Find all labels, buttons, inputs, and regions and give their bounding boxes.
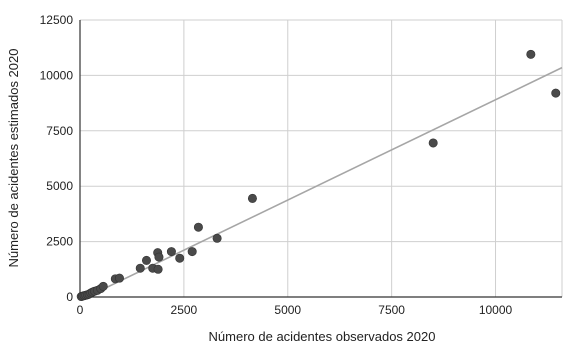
data-point (526, 49, 536, 59)
trendline-layer (86, 66, 563, 298)
data-point (193, 222, 203, 232)
x-tick-label: 2500 (171, 303, 198, 317)
data-point (212, 233, 222, 243)
y-tick-label: 10000 (40, 68, 74, 82)
data-point (135, 263, 145, 273)
data-point (175, 253, 185, 263)
x-axis-title: Número de acidentes observados 2020 (209, 329, 436, 344)
data-point (247, 193, 257, 203)
data-points (76, 49, 561, 302)
y-tick-label: 12500 (40, 13, 74, 27)
grid-lines (80, 19, 563, 297)
y-tick-label: 5000 (46, 179, 73, 193)
y-tick-label: 2500 (46, 235, 73, 249)
data-point (428, 138, 438, 148)
x-tick-label: 0 (77, 303, 84, 317)
axes (79, 20, 562, 298)
y-tick-label: 0 (66, 290, 73, 304)
x-tick-label: 10000 (479, 303, 513, 317)
tick-labels: 0 2500 5000 7500 10000 0 2500 5000 7500 10000 1250… (40, 13, 513, 317)
data-point (141, 255, 151, 265)
data-point (114, 273, 124, 283)
x-tick-label: 5000 (274, 303, 301, 317)
data-point (551, 88, 561, 98)
data-point (98, 281, 108, 291)
data-point (187, 247, 197, 257)
data-point (153, 264, 163, 274)
data-point (154, 252, 164, 262)
x-tick-label: 7500 (378, 303, 405, 317)
y-tick-label: 7500 (46, 124, 73, 138)
data-point (166, 247, 176, 257)
y-axis-title: Número de acidentes estimados 2020 (6, 49, 21, 268)
trendline (86, 66, 563, 298)
